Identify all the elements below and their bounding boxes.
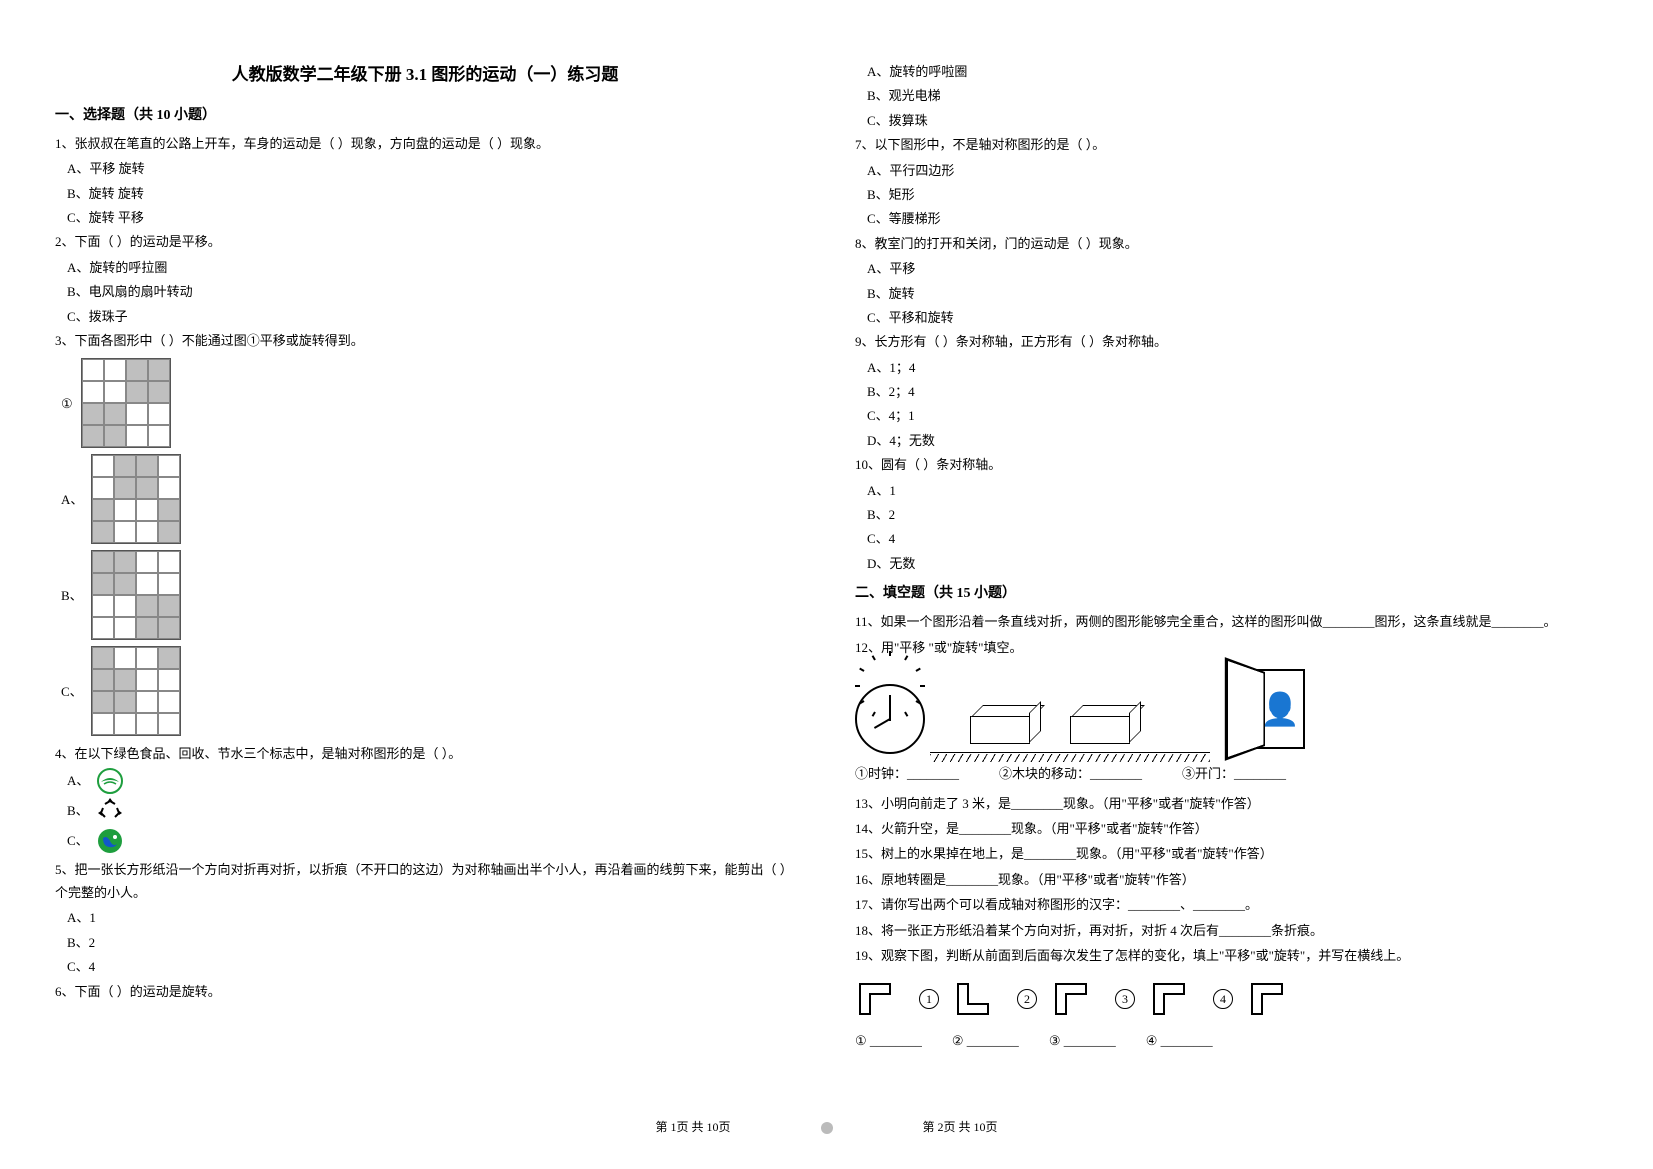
q4-a-label: A、: [67, 769, 89, 792]
question-2: 2、下面（ ）的运动是平移。: [55, 230, 795, 253]
question-14: 14、火箭升空，是________现象。（用"平移"或者"旋转"作答）: [855, 817, 1595, 840]
q3-base-shape: ①: [61, 358, 795, 448]
q19-answer-blanks: ① ________ ② ________ ③ ________ ④ _____…: [855, 1029, 1595, 1052]
clock-icon: [855, 684, 925, 754]
q7-option-b: B、矩形: [867, 183, 1595, 206]
section-1-heading: 一、选择题（共 10 小题）: [55, 103, 795, 128]
q9-option-b: B、2；4: [867, 380, 1595, 403]
wood-blocks-icon: [960, 694, 1180, 754]
q3-b-label: B、: [61, 584, 83, 607]
step-2-label: 2: [1017, 989, 1037, 1009]
q3-option-b-shape: B、: [61, 550, 795, 640]
step-4-label: 4: [1213, 989, 1233, 1009]
q9-option-c: C、4；1: [867, 404, 1595, 427]
q2-option-a: A、旋转的呼拉圈: [67, 256, 795, 279]
q4-b-label: B、: [67, 799, 89, 822]
q4-option-a: A、: [67, 768, 795, 794]
recycle-icon: [97, 798, 123, 824]
question-9: 9、长方形有（ ）条对称轴，正方形有（ ）条对称轴。: [855, 330, 1595, 353]
question-11: 11、如果一个图形沿着一条直线对折，两侧的图形能够完全重合，这样的图形叫做___…: [855, 610, 1595, 633]
q12-figures: 👤: [855, 669, 1595, 754]
q8-option-b: B、旋转: [867, 282, 1595, 305]
footer-page-left: 第 1页 共 10页: [655, 1117, 730, 1139]
question-8: 8、教室门的打开和关闭，门的运动是（ ）现象。: [855, 232, 1595, 255]
question-17: 17、请你写出两个可以看成轴对称图形的汉字：________、________。: [855, 893, 1595, 916]
q8-option-c: C、平移和旋转: [867, 306, 1595, 329]
question-15: 15、树上的水果掉在地上，是________现象。（用"平移"或者"旋转"作答）: [855, 842, 1595, 865]
q9-option-a: A、1；4: [867, 356, 1595, 379]
q19-blank-2: ② ________: [952, 1029, 1019, 1052]
question-13: 13、小明向前走了 3 米，是________现象。（用"平移"或者"旋转"作答…: [855, 792, 1595, 815]
document-title: 人教版数学二年级下册 3.1 图形的运动（一）练习题: [55, 60, 795, 91]
q12-item-2: ②木块的移动：________: [999, 762, 1142, 785]
footer-page-right: 第 2页 共 10页: [923, 1117, 998, 1139]
q6-option-c: C、拨算珠: [867, 109, 1595, 132]
question-5: 5、把一张长方形纸沿一个方向对折再对折，以折痕（不开口的这边）为对称轴画出半个小…: [55, 858, 795, 905]
q10-option-c: C、4: [867, 527, 1595, 550]
door-icon: 👤: [1215, 669, 1305, 754]
q3-a-label: A、: [61, 488, 83, 511]
question-3: 3、下面各图形中（ ）不能通过图①平移或旋转得到。: [55, 329, 795, 352]
question-1: 1、张叔叔在笔直的公路上开车，车身的运动是（ ）现象，方向盘的运动是（ ）现象。: [55, 132, 795, 155]
step-3-label: 3: [1115, 989, 1135, 1009]
question-4: 4、在以下绿色食品、回收、节水三个标志中，是轴对称图形的是（ ）。: [55, 742, 795, 765]
question-12: 12、用"平移 "或"旋转"填空。: [855, 636, 1595, 659]
q1-option-c: C、旋转 平移: [67, 206, 795, 229]
question-19: 19、观察下图，判断从前面到后面每次发生了怎样的变化，填上"平移"或"旋转"，并…: [855, 944, 1595, 967]
q10-option-b: B、2: [867, 503, 1595, 526]
q4-option-c: C、: [67, 828, 795, 854]
page-1: 人教版数学二年级下册 3.1 图形的运动（一）练习题 一、选择题（共 10 小题…: [55, 60, 795, 1053]
q3-base-label: ①: [61, 392, 73, 415]
l-shape-4: [1149, 979, 1199, 1019]
q1-option-b: B、旋转 旋转: [67, 182, 795, 205]
water-save-icon: [97, 828, 123, 854]
q12-answers: ①时钟：________ ②木块的移动：________ ③开门：_______…: [855, 762, 1595, 785]
section-2-heading: 二、填空题（共 15 小题）: [855, 581, 1595, 606]
q19-blank-4: ④ ________: [1146, 1029, 1213, 1052]
q6-option-b: B、观光电梯: [867, 84, 1595, 107]
q3-c-label: C、: [61, 680, 83, 703]
step-1-label: 1: [919, 989, 939, 1009]
q12-item-1: ①时钟：________: [855, 762, 959, 785]
l-shape-5: [1247, 979, 1297, 1019]
page-footer: 第 1页 共 10页 第 2页 共 10页: [0, 1117, 1653, 1139]
q19-blank-1: ① ________: [855, 1029, 922, 1052]
q5-option-b: B、2: [67, 931, 795, 954]
l-shape-1: [855, 979, 905, 1019]
q7-option-c: C、等腰梯形: [867, 207, 1595, 230]
q1-option-a: A、平移 旋转: [67, 157, 795, 180]
q19-figures: 1 2 3 4: [855, 979, 1595, 1019]
q5-option-a: A、1: [67, 906, 795, 929]
green-food-icon: [97, 768, 123, 794]
q7-option-a: A、平行四边形: [867, 159, 1595, 182]
question-10: 10、圆有（ ）条对称轴。: [855, 453, 1595, 476]
q8-option-a: A、平移: [867, 257, 1595, 280]
q3-option-c-shape: C、: [61, 646, 795, 736]
footer-separator-icon: [821, 1122, 833, 1134]
q10-option-a: A、1: [867, 479, 1595, 502]
l-shape-3: [1051, 979, 1101, 1019]
question-16: 16、原地转圈是________现象。（用"平移"或者"旋转"作答）: [855, 868, 1595, 891]
question-18: 18、将一张正方形纸沿着某个方向对折，再对折，对折 4 次后有________条…: [855, 919, 1595, 942]
page-2: A、旋转的呼啦圈 B、观光电梯 C、拨算珠 7、以下图形中，不是轴对称图形的是（…: [855, 60, 1595, 1053]
q19-blank-3: ③ ________: [1049, 1029, 1116, 1052]
q9-option-d: D、4；无数: [867, 429, 1595, 452]
q6-option-a: A、旋转的呼啦圈: [867, 60, 1595, 83]
q12-item-3: ③开门：________: [1182, 762, 1286, 785]
q2-option-b: B、电风扇的扇叶转动: [67, 280, 795, 303]
q3-option-a-shape: A、: [61, 454, 795, 544]
q5-option-c: C、4: [67, 955, 795, 978]
q10-option-d: D、无数: [867, 552, 1595, 575]
q2-option-c: C、拨珠子: [67, 305, 795, 328]
q4-option-b: B、: [67, 798, 795, 824]
q4-c-label: C、: [67, 829, 89, 852]
question-7: 7、以下图形中，不是轴对称图形的是（ ）。: [855, 133, 1595, 156]
question-6: 6、下面（ ）的运动是旋转。: [55, 980, 795, 1003]
l-shape-2: [953, 979, 1003, 1019]
